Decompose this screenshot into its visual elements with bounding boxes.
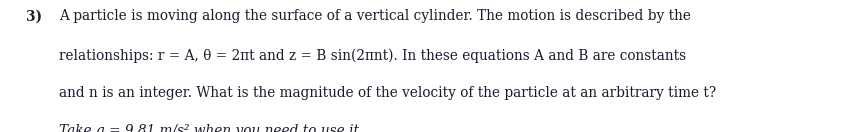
Text: Take g = 9.81 m/s² when you need to use it.: Take g = 9.81 m/s² when you need to use … — [59, 124, 363, 132]
Text: relationships: r = A, θ = 2πt and z = B sin(2πnt). In these equations A and B ar: relationships: r = A, θ = 2πt and z = B … — [59, 49, 686, 63]
Text: A particle is moving along the surface of a vertical cylinder. The motion is des: A particle is moving along the surface o… — [59, 9, 690, 23]
Text: and n is an integer. What is the magnitude of the velocity of the particle at an: and n is an integer. What is the magnitu… — [59, 86, 716, 100]
Text: 3): 3) — [26, 9, 42, 23]
